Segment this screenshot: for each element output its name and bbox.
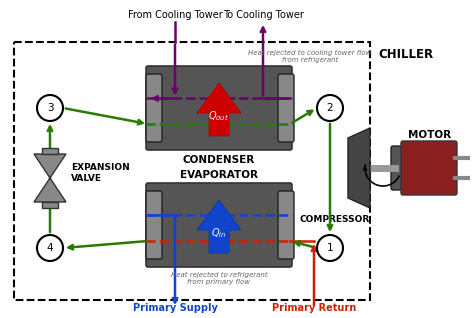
- Text: CHILLER: CHILLER: [378, 48, 433, 61]
- Text: Primary Supply: Primary Supply: [133, 303, 218, 313]
- FancyBboxPatch shape: [146, 66, 292, 150]
- Circle shape: [317, 95, 343, 121]
- FancyBboxPatch shape: [278, 74, 294, 142]
- Text: 3: 3: [46, 103, 53, 113]
- Text: EXPANSION
VALVE: EXPANSION VALVE: [71, 163, 130, 183]
- FancyBboxPatch shape: [401, 141, 457, 195]
- FancyBboxPatch shape: [146, 183, 292, 267]
- Text: $Q_{out}$: $Q_{out}$: [209, 109, 229, 123]
- Text: MOTOR: MOTOR: [409, 130, 452, 140]
- Polygon shape: [34, 178, 66, 202]
- Polygon shape: [197, 83, 241, 136]
- Circle shape: [317, 235, 343, 261]
- Text: CONDENSER: CONDENSER: [183, 155, 255, 165]
- Text: From Cooling Tower: From Cooling Tower: [128, 10, 222, 20]
- FancyBboxPatch shape: [146, 74, 162, 142]
- FancyBboxPatch shape: [146, 191, 162, 259]
- Polygon shape: [197, 200, 241, 253]
- Text: 2: 2: [327, 103, 333, 113]
- Text: EVAPORATOR: EVAPORATOR: [180, 170, 258, 180]
- Text: 1: 1: [327, 243, 333, 253]
- Text: Primary Return: Primary Return: [272, 303, 356, 313]
- Circle shape: [37, 235, 63, 261]
- Polygon shape: [34, 154, 66, 178]
- FancyBboxPatch shape: [278, 191, 294, 259]
- Bar: [42, 148, 58, 154]
- Circle shape: [37, 95, 63, 121]
- Text: $Q_{in}$: $Q_{in}$: [211, 226, 227, 240]
- Text: Heat rejected to cooling tower flow
from refrigerant: Heat rejected to cooling tower flow from…: [248, 50, 372, 63]
- Polygon shape: [348, 128, 370, 208]
- Text: COMPRESSOR: COMPRESSOR: [300, 215, 370, 224]
- Text: 4: 4: [46, 243, 53, 253]
- Bar: [42, 202, 58, 208]
- Text: Heat rejected to refrigerant
from primary flow: Heat rejected to refrigerant from primar…: [171, 272, 267, 285]
- Text: To Cooling Tower: To Cooling Tower: [223, 10, 303, 20]
- FancyBboxPatch shape: [391, 146, 407, 190]
